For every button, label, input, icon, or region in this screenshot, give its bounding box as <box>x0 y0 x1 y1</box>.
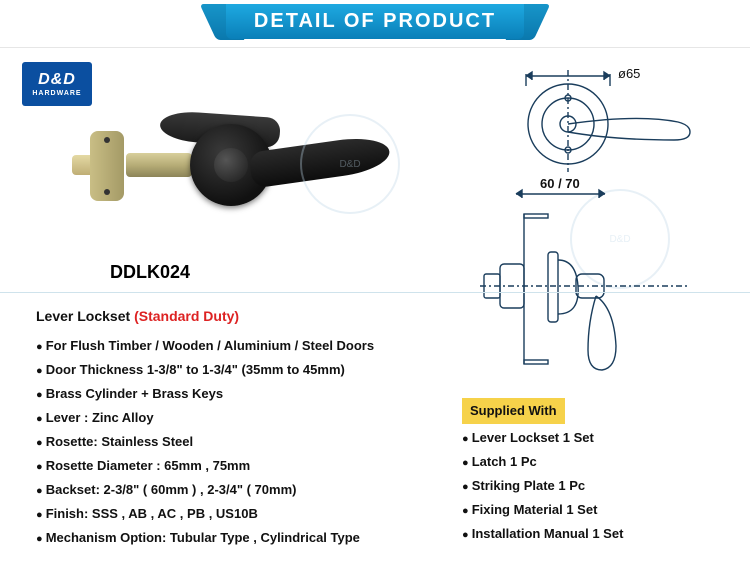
spec-item: Mechanism Option: Tubular Type , Cylindr… <box>36 526 426 550</box>
supplied-heading: Supplied With <box>462 398 565 424</box>
spec-item: Brass Cylinder + Brass Keys <box>36 382 426 406</box>
supplied-item: Fixing Material 1 Set <box>462 498 722 522</box>
supplied-block: Supplied With Lever Lockset 1 Set Latch … <box>462 398 722 546</box>
specs-block: Lever Lockset (Standard Duty) For Flush … <box>36 304 426 550</box>
spec-item: For Flush Timber / Wooden / Aluminium / … <box>36 334 426 358</box>
backset-label: 60 / 70 <box>540 176 580 191</box>
supplied-item: Installation Manual 1 Set <box>462 522 722 546</box>
dia-label: ø65 <box>618 66 640 81</box>
supplied-item: Striking Plate 1 Pc <box>462 474 722 498</box>
specs-title-main: Lever Lockset <box>36 308 134 324</box>
spec-item: Lever : Zinc Alloy <box>36 406 426 430</box>
banner-title: DETAIL OF PRODUCT <box>226 4 524 39</box>
spec-item: Rosette Diameter : 65mm , 75mm <box>36 454 426 478</box>
model-code: DDLK024 <box>110 262 190 283</box>
specs-list: For Flush Timber / Wooden / Aluminium / … <box>36 334 426 550</box>
spec-item: Door Thickness 1-3/8" to 1-3/4" (35mm to… <box>36 358 426 382</box>
supplied-list: Lever Lockset 1 Set Latch 1 Pc Striking … <box>462 426 722 546</box>
technical-diagram: ø65 60 / 70 <box>440 64 720 374</box>
supplied-item: Lever Lockset 1 Set <box>462 426 722 450</box>
watermark-icon: D&D <box>300 114 400 214</box>
banner: DETAIL OF PRODUCT <box>0 4 750 39</box>
specs-title-std: (Standard Duty) <box>134 308 239 324</box>
spec-item: Rosette: Stainless Steel <box>36 430 426 454</box>
supplied-item: Latch 1 Pc <box>462 450 722 474</box>
spec-item: Finish: SSS , AB , AC , PB , US10B <box>36 502 426 526</box>
mid-divider <box>0 292 750 293</box>
spec-item: Backset: 2-3/8" ( 60mm ) , 2-3/4" ( 70mm… <box>36 478 426 502</box>
divider <box>0 47 750 48</box>
specs-title: Lever Lockset (Standard Duty) <box>36 304 426 330</box>
